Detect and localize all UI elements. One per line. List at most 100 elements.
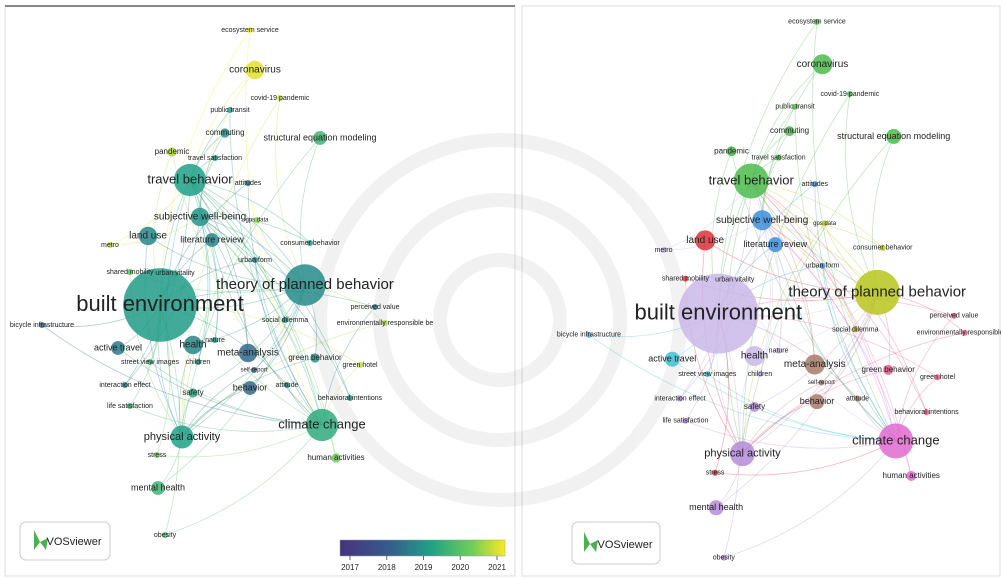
node-label: land use [129, 231, 167, 242]
node [243, 381, 257, 395]
logo-text: VOSviewer [597, 539, 652, 551]
edge [663, 219, 763, 251]
node-label: nature [205, 337, 225, 344]
node-label: public transit [775, 104, 814, 111]
left-network: ecosystem service coronavirus covid-19 pan… [10, 27, 433, 539]
node-label: human activities [307, 453, 364, 462]
edge [761, 64, 823, 221]
node-label: nature [769, 348, 789, 355]
node-label: commuting [205, 128, 244, 137]
logo-icon [34, 530, 48, 550]
node-label: structural equation modeling [263, 132, 376, 142]
node-label: behavioral intentions [894, 409, 959, 416]
node-label: meta-analysis [784, 359, 846, 370]
node-label: travel behavior [147, 171, 233, 186]
node-label: safety [182, 388, 203, 397]
node-label: climate change [852, 432, 939, 447]
edge [247, 182, 323, 426]
node-label: green hotel [920, 374, 955, 381]
node [310, 353, 320, 363]
node-label: built environment [76, 291, 244, 316]
edge [245, 29, 323, 426]
node-label: ecosystem service [221, 27, 279, 34]
edge [717, 21, 818, 314]
node-label: literature review [744, 239, 808, 249]
node [846, 90, 853, 97]
node [357, 362, 363, 368]
node-label: urban form [238, 257, 272, 264]
node [879, 244, 886, 251]
node-label: self-report [808, 380, 835, 386]
node-label: human activities [883, 471, 940, 480]
right-network: ecosystem service coronavirus covid-19 pan… [557, 19, 1001, 562]
edge [189, 179, 286, 321]
node [752, 210, 773, 231]
colorbar-tick-label: 2020 [451, 563, 469, 572]
edge [189, 179, 249, 354]
node [664, 351, 680, 367]
node [695, 230, 716, 251]
node-label: pandemic [155, 147, 190, 156]
edge [275, 97, 306, 286]
node-label: attitudes [802, 181, 829, 188]
node-label: life satisfaction [107, 403, 153, 410]
edge [750, 180, 771, 375]
node [854, 395, 861, 402]
node [372, 304, 378, 310]
edge [156, 424, 323, 458]
node [682, 417, 689, 424]
colorbar-tick-label: 2021 [488, 563, 506, 572]
node-label: coronavirus [229, 65, 281, 76]
edge [845, 93, 878, 293]
edge [181, 322, 386, 438]
node-label: travel satisfaction [752, 154, 806, 161]
node-label: safety [744, 402, 765, 411]
node [729, 441, 755, 467]
node-label: pandemic [714, 146, 749, 155]
node [39, 322, 45, 328]
edge [199, 216, 219, 341]
node [854, 269, 900, 315]
node [792, 103, 799, 110]
edge [750, 180, 856, 330]
node-label: physical activity [704, 448, 781, 460]
node-label: consumer behavior [853, 245, 913, 252]
node-label: mental health [689, 502, 743, 512]
node [821, 220, 828, 227]
node-label: perceived value [929, 313, 978, 320]
edge [814, 184, 897, 442]
node [245, 60, 265, 80]
node [111, 341, 125, 355]
node [167, 147, 177, 157]
node-label: attitudes [235, 180, 262, 187]
edge [742, 93, 851, 454]
node [682, 275, 689, 282]
node [756, 371, 763, 378]
node-label: ecosystem service [788, 19, 846, 26]
node [804, 354, 825, 375]
node [123, 268, 197, 342]
node-label: obesity [713, 554, 736, 561]
node-label: gps data [813, 221, 837, 227]
logo-box [571, 521, 661, 565]
node-label: metro [101, 242, 119, 249]
edge [742, 332, 966, 454]
node [251, 367, 257, 373]
edge [197, 216, 211, 363]
node [220, 128, 230, 138]
edge [723, 440, 897, 559]
node [162, 532, 168, 538]
colorbar-tick-label: 2017 [341, 563, 359, 572]
node-label: attitude [846, 395, 869, 402]
node [284, 382, 290, 388]
node [923, 409, 930, 416]
node [305, 408, 339, 442]
node-label: children [748, 371, 773, 378]
edge [189, 179, 209, 363]
edge [761, 219, 856, 330]
node-label: social dilemma [262, 317, 308, 324]
node [238, 343, 258, 363]
edge [588, 334, 896, 442]
node-label: behavior [233, 382, 268, 392]
